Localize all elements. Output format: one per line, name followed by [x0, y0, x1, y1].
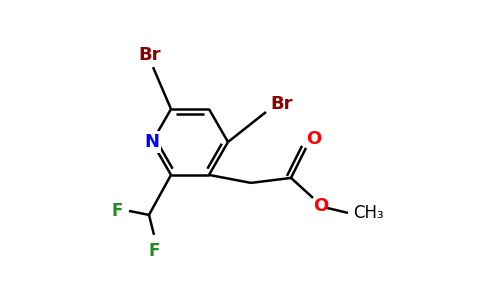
Text: Br: Br — [139, 46, 161, 64]
Text: Br: Br — [271, 95, 293, 113]
Text: N: N — [145, 133, 160, 151]
Text: CH₃: CH₃ — [353, 204, 383, 222]
Text: F: F — [111, 202, 122, 220]
Text: O: O — [306, 130, 322, 148]
Text: F: F — [148, 242, 160, 260]
Text: O: O — [313, 197, 329, 215]
